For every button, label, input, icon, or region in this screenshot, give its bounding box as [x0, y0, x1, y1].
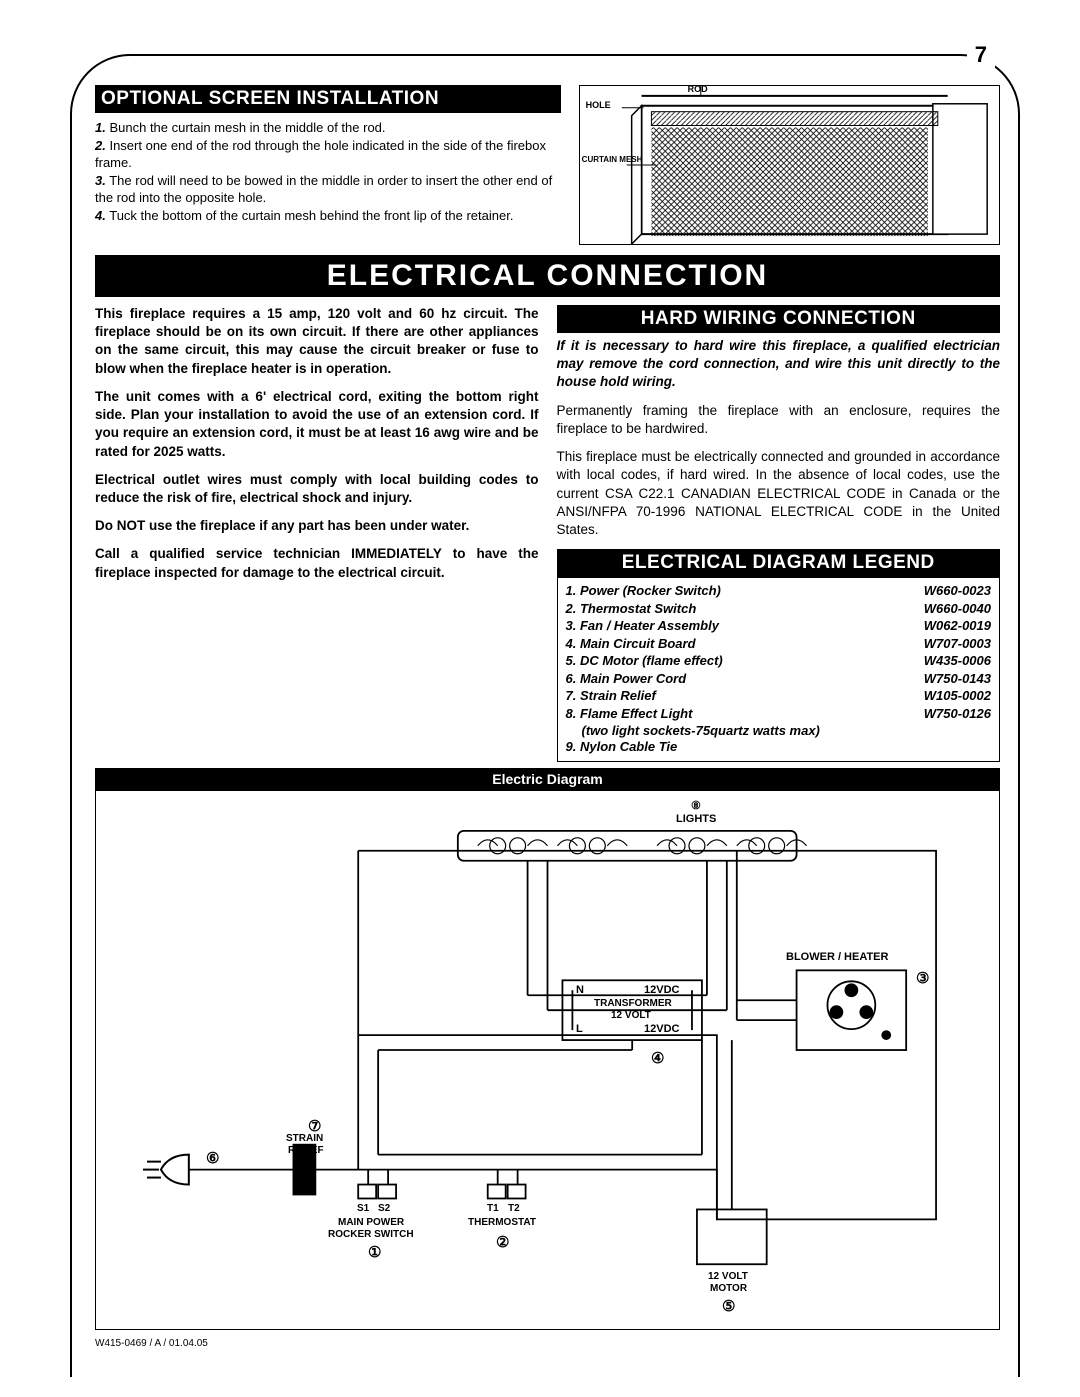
legend-sub: (two light sockets-75quartz watts max) [566, 723, 992, 738]
motor2: MOTOR [710, 1283, 747, 1294]
mainpower-label: MAIN POWER [338, 1217, 404, 1228]
electrical-heading: ELECTRICAL CONNECTION [95, 255, 1000, 297]
screen-install-row: OPTIONAL SCREEN INSTALLATION 1. Bunch th… [95, 85, 1000, 245]
legend-heading: ELECTRICAL DIAGRAM LEGEND [557, 549, 1001, 577]
relief-label: RELIEF [288, 1145, 324, 1156]
para: Do NOT use the fireplace if any part has… [95, 517, 539, 535]
para: Call a qualified service technician IMME… [95, 545, 539, 581]
s2: S2 [378, 1203, 390, 1214]
vdc2: 12VDC [644, 1023, 679, 1035]
hardwiring-italic: If it is necessary to hard wire this fir… [557, 337, 1001, 392]
para: The unit comes with a 6' electrical cord… [95, 388, 539, 461]
rocker-label: ROCKER SWITCH [328, 1229, 414, 1240]
electric-diagram: ⑧ LIGHTS BLOWER / HEATER ③ N L 12VDC 12V… [95, 790, 1000, 1330]
step-num: 2. [95, 138, 106, 153]
t1: T1 [487, 1203, 499, 1214]
n-label: N [576, 984, 584, 996]
c6: ⑥ [206, 1149, 219, 1167]
mesh-label: CURTAIN MESH [582, 156, 643, 164]
hardwiring-p1: Permanently framing the fireplace with a… [557, 402, 1001, 438]
c2: ② [496, 1233, 509, 1251]
c1: ① [368, 1243, 381, 1261]
para: Electrical outlet wires must comply with… [95, 471, 539, 507]
page-content: OPTIONAL SCREEN INSTALLATION 1. Bunch th… [95, 85, 1000, 1367]
step-num: 4. [95, 208, 106, 223]
footnote: W415-0469 / A / 01.04.05 [95, 1338, 1000, 1349]
c5: ⑤ [722, 1297, 735, 1315]
screen-install-steps: 1. Bunch the curtain mesh in the middle … [95, 119, 561, 224]
screen-install-heading: OPTIONAL SCREEN INSTALLATION [95, 85, 561, 113]
step-text: Insert one end of the rod through the ho… [95, 138, 546, 171]
transformer-label: TRANSFORMER [594, 998, 672, 1009]
vdc1: 12VDC [644, 984, 679, 996]
screen-illustration: ROD HOLE CURTAIN MESH [579, 85, 1000, 245]
step-num: 3. [95, 173, 106, 188]
page-number: 7 [967, 42, 995, 68]
l-label: L [576, 1023, 583, 1035]
thermostat-label: THERMOSTAT [468, 1217, 536, 1228]
left-column: This fireplace requires a 15 amp, 120 vo… [95, 305, 539, 762]
hardwiring-p2: This fireplace must be electrically conn… [557, 448, 1001, 539]
hole-label: HOLE [586, 100, 611, 110]
rod-label: ROD [688, 85, 708, 94]
lights-label: LIGHTS [676, 813, 716, 825]
step-num: 1. [95, 120, 106, 135]
step-text: Tuck the bottom of the curtain mesh behi… [109, 208, 513, 223]
blower-label: BLOWER / HEATER [786, 951, 888, 963]
hardwiring-heading: HARD WIRING CONNECTION [557, 305, 1001, 333]
c3: ③ [916, 969, 929, 987]
legend-table: 1. Power (Rocker Switch)W660-0023 2. The… [557, 577, 1001, 762]
t2: T2 [508, 1203, 520, 1214]
right-column: HARD WIRING CONNECTION If it is necessar… [557, 305, 1001, 762]
diagram-heading: Electric Diagram [95, 768, 1000, 790]
strain-label: STRAIN [286, 1133, 323, 1144]
electrical-columns: This fireplace requires a 15 amp, 120 vo… [95, 305, 1000, 762]
s1: S1 [357, 1203, 369, 1214]
lights-num: ⑧ [691, 799, 701, 812]
step-text: Bunch the curtain mesh in the middle of … [109, 120, 385, 135]
c4: ④ [651, 1049, 664, 1067]
step-text: The rod will need to be bowed in the mid… [95, 173, 552, 206]
para: This fireplace requires a 15 amp, 120 vo… [95, 305, 539, 378]
motor1: 12 VOLT [708, 1271, 748, 1282]
tvolt-label: 12 VOLT [611, 1010, 651, 1021]
